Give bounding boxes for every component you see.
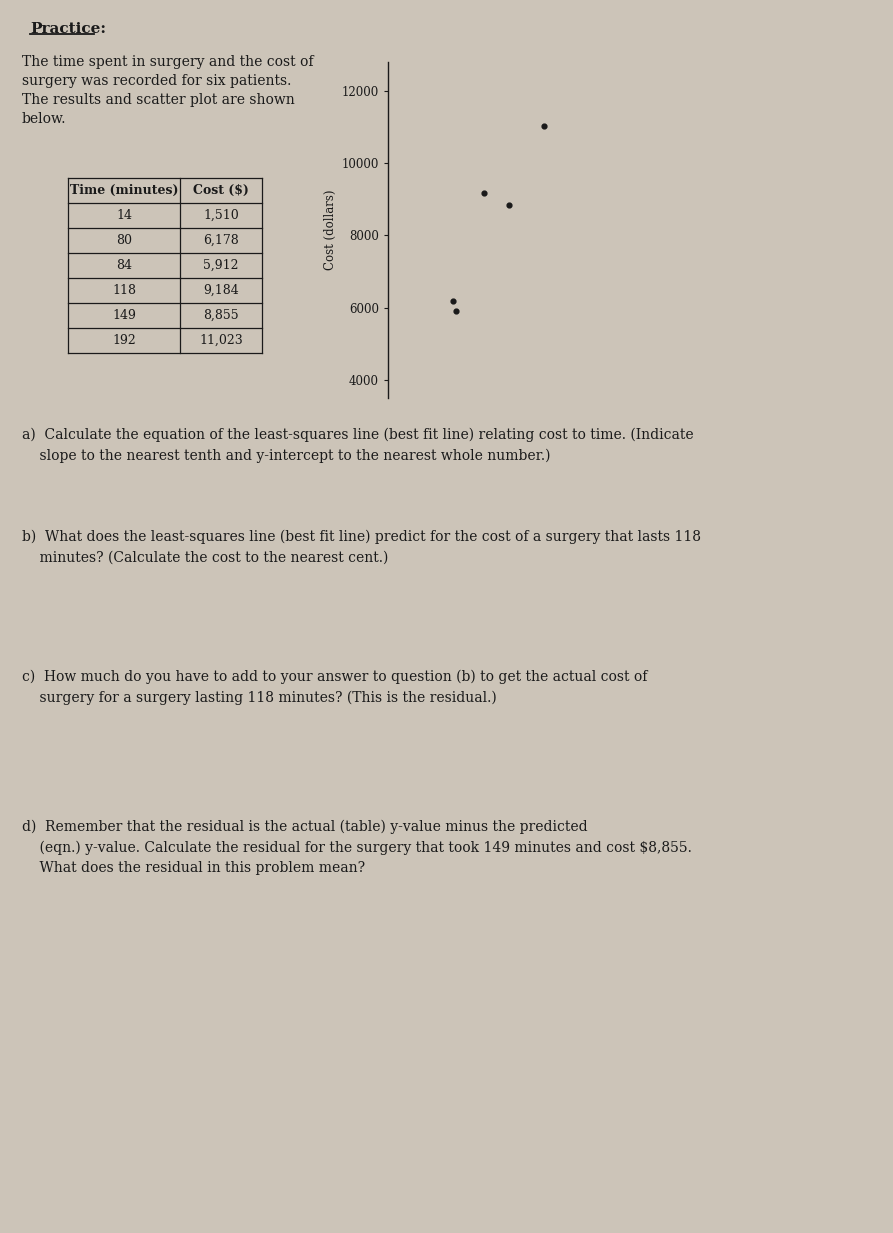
Text: 192: 192 <box>113 334 136 346</box>
Text: a)  Calculate the equation of the least-squares line (best fit line) relating co: a) Calculate the equation of the least-s… <box>22 428 694 464</box>
Text: 9,184: 9,184 <box>203 284 238 297</box>
Text: The results and scatter plot are shown: The results and scatter plot are shown <box>22 92 295 107</box>
Point <box>537 116 551 136</box>
Text: 149: 149 <box>112 309 136 322</box>
Text: 80: 80 <box>116 234 132 247</box>
Text: The time spent in surgery and the cost of: The time spent in surgery and the cost o… <box>22 55 313 69</box>
Point <box>449 301 463 321</box>
Text: c)  How much do you have to add to your answer to question (b) to get the actual: c) How much do you have to add to your a… <box>22 670 647 705</box>
Text: b)  What does the least-squares line (best fit line) predict for the cost of a s: b) What does the least-squares line (bes… <box>22 530 701 565</box>
Text: below.: below. <box>22 112 66 126</box>
Text: 8,855: 8,855 <box>204 309 238 322</box>
Text: surgery was recorded for six patients.: surgery was recorded for six patients. <box>22 74 291 88</box>
Text: 6,178: 6,178 <box>203 234 238 247</box>
Text: Practice:: Practice: <box>30 22 106 36</box>
Text: Time (minutes): Time (minutes) <box>70 184 179 197</box>
Text: 5,912: 5,912 <box>204 259 238 272</box>
Point <box>502 195 516 215</box>
Point <box>392 460 406 480</box>
Y-axis label: Cost (dollars): Cost (dollars) <box>324 190 338 270</box>
Text: 11,023: 11,023 <box>199 334 243 346</box>
Text: 84: 84 <box>116 259 132 272</box>
Text: 118: 118 <box>112 284 136 297</box>
Point <box>477 182 491 202</box>
Text: d)  Remember that the residual is the actual (table) y-value minus the predicted: d) Remember that the residual is the act… <box>22 820 692 875</box>
Text: 1,510: 1,510 <box>203 210 238 222</box>
Point <box>446 291 460 311</box>
Text: 14: 14 <box>116 210 132 222</box>
Text: Cost ($): Cost ($) <box>193 184 249 197</box>
